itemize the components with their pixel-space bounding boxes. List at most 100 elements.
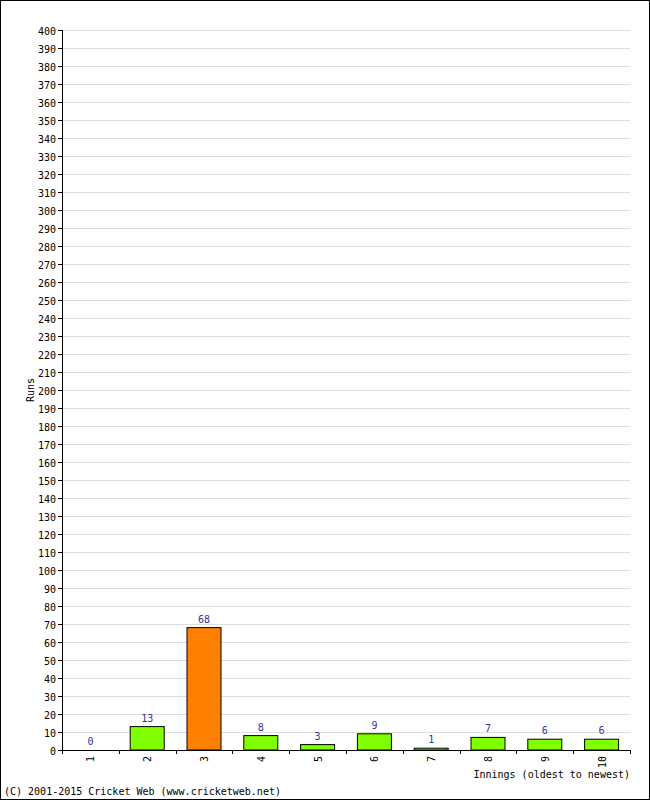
grid-line	[62, 192, 630, 193]
grid-line	[62, 120, 630, 121]
x-tick	[573, 750, 574, 754]
x-tick-label: 6	[369, 756, 380, 762]
y-tick	[58, 84, 62, 85]
grid-line	[62, 498, 630, 499]
bars	[130, 628, 618, 750]
x-tick-label: 5	[313, 756, 324, 762]
grid-line	[62, 660, 630, 661]
y-tick-label: 100	[38, 566, 56, 577]
x-tick-label: 8	[483, 756, 494, 762]
y-tick-label: 0	[50, 746, 56, 757]
y-tick-label: 230	[38, 332, 56, 343]
grid-line	[62, 246, 630, 247]
y-tick-label: 10	[44, 728, 56, 739]
data-label: 9	[371, 720, 377, 731]
y-tick-label: 370	[38, 80, 56, 91]
grid-line	[62, 570, 630, 571]
data-label: 8	[258, 722, 264, 733]
y-tick-label: 90	[44, 584, 56, 595]
y-tick	[58, 138, 62, 139]
grid-line	[62, 156, 630, 157]
y-tick	[58, 246, 62, 247]
y-tick-label: 70	[44, 620, 56, 631]
y-tick	[58, 516, 62, 517]
y-tick-label: 190	[38, 404, 56, 415]
grid-line	[62, 228, 630, 229]
grid-line	[62, 588, 630, 589]
y-tick-label: 40	[44, 674, 56, 685]
y-tick	[58, 174, 62, 175]
bar	[585, 739, 619, 750]
y-tick-label: 390	[38, 44, 56, 55]
y-tick	[58, 552, 62, 553]
grid-line	[62, 534, 630, 535]
grid-line	[62, 102, 630, 103]
y-tick-label: 120	[38, 530, 56, 541]
y-tick-label: 130	[38, 512, 56, 523]
y-tick	[58, 228, 62, 229]
y-tick	[58, 444, 62, 445]
y-tick	[58, 192, 62, 193]
grid-line	[62, 696, 630, 697]
data-label: 1	[428, 734, 434, 745]
y-tick-label: 150	[38, 476, 56, 487]
y-tick-label: 400	[38, 26, 56, 37]
y-tick	[58, 390, 62, 391]
data-label: 7	[485, 723, 491, 734]
x-tick	[403, 750, 404, 754]
grid-line	[62, 642, 630, 643]
y-tick	[58, 570, 62, 571]
grid-line	[62, 138, 630, 139]
grid-line	[62, 408, 630, 409]
grid-line	[62, 462, 630, 463]
y-tick-label: 340	[38, 134, 56, 145]
grid-line	[62, 300, 630, 301]
grid-line	[62, 174, 630, 175]
y-tick-label: 30	[44, 692, 56, 703]
y-tick	[58, 30, 62, 31]
grid-line	[62, 318, 630, 319]
x-tick-label: 9	[540, 756, 551, 762]
y-tick-label: 380	[38, 62, 56, 73]
y-tick	[58, 66, 62, 67]
y-tick	[58, 408, 62, 409]
y-tick	[58, 318, 62, 319]
grid-line	[62, 678, 630, 679]
y-tick	[58, 606, 62, 607]
grid-line	[62, 48, 630, 49]
y-tick	[58, 714, 62, 715]
y-tick	[58, 678, 62, 679]
grid-line	[62, 426, 630, 427]
y-tick	[58, 588, 62, 589]
y-tick	[58, 336, 62, 337]
grid-line	[62, 84, 630, 85]
x-tick-label: 10	[597, 756, 608, 768]
y-tick	[58, 120, 62, 121]
grid-line	[62, 282, 630, 283]
x-tick-label: 7	[426, 756, 437, 762]
data-label: 68	[198, 614, 210, 625]
grid-line	[62, 336, 630, 337]
x-tick-label: 1	[85, 756, 96, 762]
x-tick	[516, 750, 517, 754]
y-tick-label: 80	[44, 602, 56, 613]
y-tick	[58, 156, 62, 157]
y-tick-label: 110	[38, 548, 56, 559]
grid-line	[62, 552, 630, 553]
y-tick	[58, 750, 62, 751]
grid-line	[62, 390, 630, 391]
y-tick-label: 280	[38, 242, 56, 253]
y-tick-label: 240	[38, 314, 56, 325]
y-tick-label: 260	[38, 278, 56, 289]
y-tick	[58, 498, 62, 499]
y-tick-label: 160	[38, 458, 56, 469]
y-tick	[58, 624, 62, 625]
y-tick	[58, 534, 62, 535]
bar	[301, 745, 335, 750]
data-label: 6	[599, 725, 605, 736]
data-label: 3	[315, 731, 321, 742]
y-tick	[58, 354, 62, 355]
border	[1, 1, 650, 800]
bar	[471, 737, 505, 750]
x-tick	[289, 750, 290, 754]
